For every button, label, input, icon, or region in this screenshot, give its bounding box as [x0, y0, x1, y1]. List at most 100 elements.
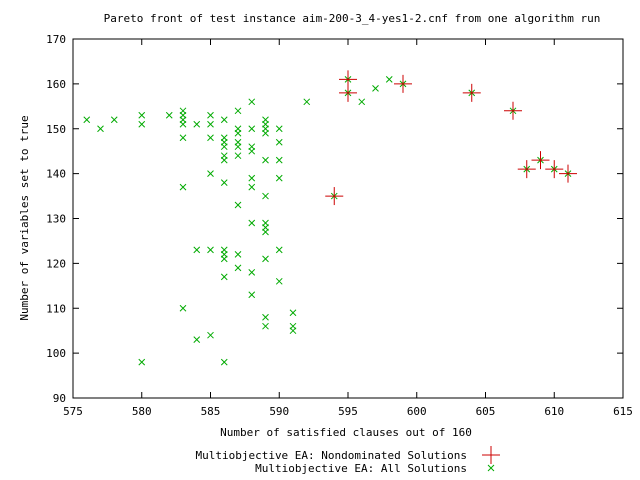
- all-solutions-point: [262, 156, 269, 164]
- cross-b: [275, 174, 283, 182]
- all-solutions-point: [262, 228, 269, 236]
- cross-b: [248, 219, 256, 227]
- all-solutions-point: [289, 309, 297, 317]
- all-solutions-point: [262, 255, 269, 263]
- all-solutions-point: [303, 98, 311, 106]
- cross-b: [234, 129, 242, 137]
- all-solutions-point: [248, 183, 256, 191]
- cross-b: [275, 277, 283, 285]
- cross-b: [358, 98, 366, 106]
- y-tick-label: 170: [46, 33, 66, 46]
- all-solutions-point: [207, 246, 214, 254]
- nondominated-point: [325, 187, 344, 206]
- cross-b: [220, 179, 228, 186]
- legend: Multiobjective EA: Nondominated Solution…: [195, 446, 500, 475]
- all-solutions-point: [248, 147, 256, 155]
- y-axis-ticks: 90 100 110 120 130 140 150 160 170: [46, 33, 623, 405]
- cross-b: [289, 309, 297, 317]
- cross-b: [248, 125, 256, 133]
- cross-b: [83, 116, 91, 124]
- all-solutions-point: [289, 327, 297, 335]
- cross-b: [234, 152, 242, 160]
- all-solutions-point: [179, 134, 187, 142]
- all-solutions-point: [234, 143, 242, 151]
- all-solutions-point: [234, 201, 242, 209]
- cross-b: [275, 125, 283, 133]
- cross-b: [262, 129, 269, 137]
- all-solutions-point: [234, 129, 242, 137]
- cross-b: [207, 331, 214, 339]
- cross-b: [97, 125, 104, 133]
- y-tick-label: 120: [46, 257, 66, 270]
- cross-b: [234, 201, 242, 209]
- nondominated-point: [545, 160, 564, 179]
- cross-b: [275, 156, 283, 164]
- cross-b: [248, 183, 256, 191]
- legend-marker-nondominated: [482, 446, 500, 464]
- all-solutions-point: [275, 277, 283, 285]
- cross-b: [220, 116, 228, 124]
- cross-b: [262, 156, 269, 164]
- all-solutions-point: [220, 273, 228, 281]
- legend-label-nondominated: Multiobjective EA: Nondominated Solution…: [195, 449, 467, 462]
- cross-b: [275, 246, 283, 254]
- cross-b: [110, 116, 118, 124]
- nondominated-point: [531, 151, 550, 170]
- all-solutions-point: [179, 304, 187, 312]
- legend-label-all-solutions: Multiobjective EA: All Solutions: [255, 462, 467, 475]
- cross-b: [303, 98, 311, 106]
- all-solutions-point: [220, 156, 228, 164]
- cross-b: [207, 134, 214, 142]
- all-solutions-point: [275, 138, 283, 146]
- cross-b: [248, 174, 256, 182]
- all-solutions-point: [165, 111, 173, 119]
- all-solutions-point: [262, 313, 269, 321]
- cross-b: [220, 156, 228, 164]
- all-solutions-point: [207, 331, 214, 339]
- all-solutions-point: [83, 116, 91, 124]
- all-solutions-point: [262, 322, 269, 330]
- cross-b: [220, 255, 228, 263]
- cross-b: [248, 268, 256, 276]
- x-tick-label: 605: [476, 405, 496, 418]
- x-tick-label: 610: [544, 405, 564, 418]
- y-tick-label: 150: [46, 123, 66, 136]
- cross-b: [207, 170, 214, 177]
- all-solutions-point: [220, 116, 228, 124]
- cross-b: [193, 120, 201, 128]
- all-solutions-point: [220, 358, 228, 366]
- all-solutions-point: [275, 156, 283, 164]
- all-solutions-point: [262, 129, 269, 137]
- cross-b: [262, 192, 269, 200]
- all-solutions-point: [138, 358, 146, 366]
- cross-b: [487, 464, 495, 472]
- all-solutions-point: [234, 152, 242, 160]
- all-solutions-point: [97, 125, 104, 133]
- all-solutions-points: [83, 76, 572, 366]
- y-tick-label: 110: [46, 302, 66, 315]
- cross-b: [220, 273, 228, 281]
- nondominated-point: [517, 160, 536, 179]
- cross-b: [372, 85, 379, 92]
- cross-b: [289, 327, 297, 335]
- all-solutions-point: [358, 98, 366, 106]
- all-solutions-point: [248, 125, 256, 133]
- cross-b: [262, 255, 269, 263]
- cross-b: [165, 111, 173, 119]
- all-solutions-point: [275, 125, 283, 133]
- cross-b: [179, 304, 187, 312]
- x-tick-label: 615: [613, 405, 633, 418]
- cross-b: [262, 313, 269, 321]
- cross-b: [248, 291, 256, 299]
- nondominated-point: [504, 101, 522, 120]
- all-solutions-point: [207, 134, 214, 142]
- cross-b: [234, 264, 242, 272]
- nondominated-point: [394, 74, 412, 93]
- cross-b: [275, 138, 283, 146]
- y-tick-label: 160: [46, 78, 66, 91]
- all-solutions-point: [385, 76, 393, 83]
- x-tick-label: 595: [338, 405, 358, 418]
- all-solutions-point: [110, 116, 118, 124]
- y-tick-label: 140: [46, 168, 66, 181]
